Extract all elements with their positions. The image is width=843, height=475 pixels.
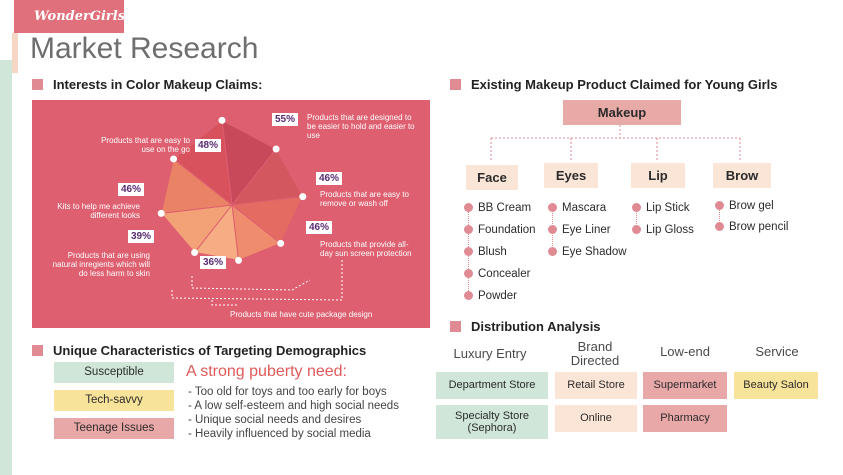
chart-point — [191, 248, 199, 256]
list-item: Concealer — [464, 268, 530, 280]
bullet-dot-icon — [715, 201, 724, 210]
need-item: - Unique social needs and desires — [188, 414, 362, 426]
interests-heading-text: Interests in Color Makeup Claims: — [53, 77, 263, 92]
bullet-dot-icon — [632, 203, 641, 212]
claim-pct-6: 39% — [128, 230, 155, 243]
bullet-dot-icon — [464, 291, 473, 300]
bullet-square-icon — [32, 79, 43, 90]
claim-pct-3: 46% — [306, 221, 333, 234]
interests-radial-chart — [157, 116, 343, 306]
category-lip: Lip — [631, 163, 685, 188]
tag-tech-savvy: Tech-savvy — [54, 390, 174, 411]
list-item: Foundation — [464, 224, 536, 236]
bullet-square-icon — [450, 321, 461, 332]
chart-point — [235, 256, 243, 264]
list-item: Brow gel — [715, 200, 774, 212]
bullet-dot-icon — [632, 225, 641, 234]
dist-cell-department-store: Department Store — [436, 372, 548, 399]
dist-cell-retail-store: Retail Store — [555, 372, 637, 399]
existing-heading-text: Existing Makeup Product Claimed for Youn… — [471, 77, 778, 92]
bullet-dot-icon — [464, 247, 473, 256]
chart-point — [218, 116, 226, 124]
claim-label-6: Products that are using natural inregien… — [52, 251, 150, 278]
chart-point — [299, 193, 307, 201]
page-title: Market Research — [30, 32, 259, 65]
need-item: - Heavily influenced by social media — [188, 428, 371, 440]
claim-pct-2: 46% — [316, 172, 343, 185]
claim-label-7: Kits to help me achieve different looks — [57, 202, 140, 220]
list-item: Powder — [464, 290, 517, 302]
claim-pct-5: 36% — [200, 256, 227, 269]
dist-cell-supermarket: Supermarket — [643, 372, 727, 399]
bullet-dot-icon — [548, 203, 557, 212]
claim-label-4: Products that have cute package design — [230, 310, 373, 319]
dist-cell-beauty-salon: Beauty Salon — [734, 372, 818, 399]
dist-cell-online: Online — [555, 405, 637, 432]
bullet-dot-icon — [548, 247, 557, 256]
list-item: Blush — [464, 246, 507, 258]
category-eyes: Eyes — [544, 163, 598, 188]
distribution-heading-text: Distribution Analysis — [471, 319, 601, 334]
chart-point — [277, 239, 285, 247]
category-brow: Brow — [713, 163, 771, 188]
claim-pct-8: 48% — [195, 139, 222, 152]
list-item: Lip Gloss — [632, 224, 694, 236]
makeup-root-node: Makeup — [563, 100, 681, 125]
dist-header-lowend: Low-end — [660, 344, 710, 359]
left-decor-strip — [0, 60, 12, 475]
brow-guide — [719, 203, 720, 225]
lip-guide — [636, 205, 637, 230]
bullet-dot-icon — [464, 203, 473, 212]
bullet-dot-icon — [464, 269, 473, 278]
chart-point — [170, 155, 178, 163]
dist-header-luxury: Luxury Entry — [453, 346, 527, 361]
leader-line — [171, 260, 343, 301]
existing-heading: Existing Makeup Product Claimed for Youn… — [450, 77, 778, 92]
leader-line — [191, 276, 311, 291]
list-item: Eye Liner — [548, 224, 611, 236]
claim-label-8: Products that are easy to use on the go — [101, 136, 190, 154]
bullet-square-icon — [32, 345, 43, 356]
list-item: Lip Stick — [632, 202, 689, 214]
category-face: Face — [466, 165, 518, 190]
distribution-heading: Distribution Analysis — [450, 319, 601, 334]
dist-header-brand: Brand Directed — [570, 339, 620, 368]
dist-header-service: Service — [755, 344, 799, 359]
list-item: Brow pencil — [715, 221, 788, 233]
leader-line — [211, 300, 237, 306]
tag-susceptible: Susceptible — [54, 362, 174, 383]
makeup-tree-connectors — [490, 125, 741, 162]
puberty-need-title: A strong puberty need: — [186, 363, 347, 380]
interests-heading: Interests in Color Makeup Claims: — [32, 77, 263, 92]
left-decor-accent — [12, 33, 18, 73]
dist-cell-pharmacy: Pharmacy — [643, 405, 727, 432]
need-item: - A low self-esteem and high social need… — [188, 400, 399, 412]
claim-label-3: Products that provide all-day sun screen… — [320, 240, 412, 258]
chart-point — [157, 209, 165, 217]
claim-label-1: Products that are designed to be easier … — [307, 113, 415, 140]
unique-heading-text: Unique Characteristics of Targeting Demo… — [53, 343, 367, 358]
claim-pct-7: 46% — [118, 183, 145, 196]
tag-teenage-issues: Teenage Issues — [54, 418, 174, 439]
need-item: - Too old for toys and too early for boy… — [188, 386, 387, 398]
brand-logo: WonderGirls — [14, 0, 125, 33]
claim-label-2: Products that are easy to remove or wash… — [320, 190, 409, 208]
unique-heading: Unique Characteristics of Targeting Demo… — [32, 343, 366, 358]
list-item: BB Cream — [464, 202, 531, 214]
bullet-dot-icon — [464, 225, 473, 234]
chart-point — [272, 145, 280, 153]
list-item: Mascara — [548, 202, 606, 214]
claim-pct-1: 55% — [272, 113, 299, 126]
bullet-dot-icon — [715, 222, 724, 231]
bullet-dot-icon — [548, 225, 557, 234]
list-item: Eye Shadow — [548, 246, 627, 258]
bullet-square-icon — [450, 79, 461, 90]
dist-cell-specialty-store: Specialty Store (Sephora) — [436, 405, 548, 439]
